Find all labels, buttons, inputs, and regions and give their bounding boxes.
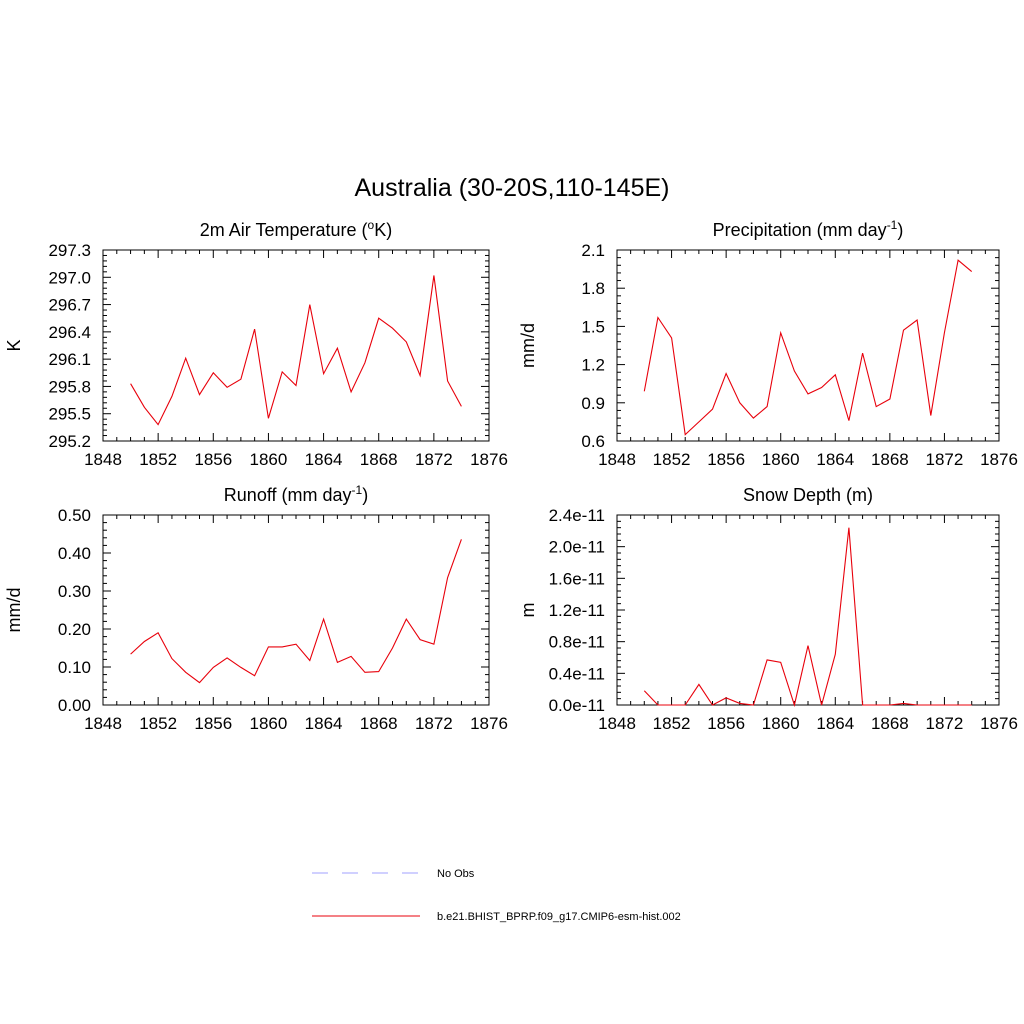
panel-title-suffix: ) [897, 220, 903, 240]
legend-item: No Obs [312, 868, 475, 880]
x-tick-label: 1852 [653, 450, 691, 469]
x-tick-label: 1848 [598, 450, 636, 469]
panel-title-text: 2m Air Temperature ( [200, 220, 368, 240]
series-line [130, 275, 462, 426]
panel-title-suffix: ) [362, 485, 368, 505]
y-tick-label: 1.6e-11 [549, 569, 605, 588]
chart-panel-snow-depth: Snow Depth (m) 1848 1852 1856 1860 1864 1868 18… [518, 485, 1018, 733]
x-tick-label: 1852 [139, 714, 177, 733]
y-axis-label: mm/d [518, 323, 538, 368]
panel-title-text: Precipitation (mm day [713, 220, 887, 240]
y-tick-label: 2.4e-11 [549, 506, 605, 525]
legend: No Obs b.e21.BHIST_BPRP.f09_g17.CMIP6-esm… [312, 868, 681, 923]
x-tick-label: 1876 [980, 450, 1018, 469]
x-tick-label: 1872 [415, 714, 453, 733]
panel-title-text: Snow Depth (m) [743, 485, 873, 505]
y-tick-label: 0.30 [58, 582, 91, 601]
chart-panel-precipitation: Precipitation (mm day-1) 1848 1852 1856 1860… [518, 218, 1018, 469]
y-tick-label: 297.3 [48, 241, 91, 260]
series-line [643, 527, 972, 708]
y-tick-label: 0.10 [58, 658, 91, 677]
series-line [643, 259, 973, 436]
x-tick-label: 1868 [871, 714, 909, 733]
x-tick-label: 1856 [707, 450, 745, 469]
x-tick-label: 1876 [470, 714, 508, 733]
x-tick-label: 1852 [139, 450, 177, 469]
legend-item: b.e21.BHIST_BPRP.f09_g17.CMIP6-esm-hist.… [312, 911, 681, 923]
x-tick-label: 1868 [871, 450, 909, 469]
y-tick-label: 0.6 [581, 432, 605, 451]
y-tick-label: 0.50 [58, 506, 91, 525]
x-tick-label: 1872 [415, 450, 453, 469]
x-tick-label: 1864 [305, 450, 343, 469]
y-tick-label: 296.4 [48, 323, 91, 342]
panel-title: 2m Air Temperature (oK) [200, 218, 392, 240]
panel-title-superscript: -1 [352, 483, 363, 497]
panel-title-superscript: -1 [887, 218, 898, 232]
x-tick-label: 1860 [762, 714, 800, 733]
y-tick-label: 0.8e-11 [549, 633, 605, 652]
panel-title: Precipitation (mm day-1) [713, 218, 904, 240]
y-tick-label: 2.1 [581, 241, 605, 260]
y-tick-label: 296.7 [48, 296, 91, 315]
legend-label: No Obs [437, 868, 475, 880]
y-tick-label: 1.8 [581, 279, 605, 298]
x-tick-label: 1868 [360, 714, 398, 733]
y-tick-label: 0.9 [581, 394, 605, 413]
x-tick-label: 1876 [470, 450, 508, 469]
x-tick-label: 1856 [194, 450, 232, 469]
y-tick-label: 1.2e-11 [549, 601, 605, 620]
x-tick-label: 1864 [816, 714, 854, 733]
x-tick-label: 1864 [305, 714, 343, 733]
x-tick-label: 1860 [250, 714, 288, 733]
y-tick-label: 0.0e-11 [549, 696, 605, 715]
x-tick-label: 1868 [360, 450, 398, 469]
y-tick-label: 0.20 [58, 620, 91, 639]
y-axis-label: m [518, 603, 538, 618]
y-tick-label: 295.5 [48, 405, 91, 424]
panel-title: Snow Depth (m) [743, 485, 873, 505]
y-tick-label: 1.2 [581, 356, 605, 375]
x-tick-label: 1864 [816, 450, 854, 469]
x-tick-label: 1872 [926, 450, 964, 469]
x-tick-label: 1856 [707, 714, 745, 733]
chart-panel-air-temperature: 2m Air Temperature (oK) 1848 1852 1856 1860 1… [4, 218, 508, 469]
y-tick-label: 1.5 [581, 317, 605, 336]
y-tick-label: 295.8 [48, 377, 91, 396]
y-tick-label: 2.0e-11 [549, 538, 605, 557]
panel-title-text: Runoff (mm day [224, 485, 352, 505]
x-tick-label: 1848 [84, 450, 122, 469]
y-tick-label: 0.40 [58, 544, 91, 563]
x-tick-label: 1848 [84, 714, 122, 733]
y-tick-label: 295.2 [48, 432, 91, 451]
y-tick-label: 0.00 [58, 696, 91, 715]
figure-title: Australia (30-20S,110-145E) [355, 174, 670, 202]
x-tick-label: 1860 [762, 450, 800, 469]
legend-label: b.e21.BHIST_BPRP.f09_g17.CMIP6-esm-hist.… [437, 911, 681, 923]
y-tick-label: 296.1 [48, 350, 91, 369]
x-tick-label: 1872 [926, 714, 964, 733]
x-tick-label: 1860 [250, 450, 288, 469]
y-tick-label: 297.0 [48, 268, 91, 287]
series-line [130, 539, 462, 684]
y-tick-label: 0.4e-11 [549, 664, 605, 683]
x-tick-label: 1848 [598, 714, 636, 733]
x-tick-label: 1876 [980, 714, 1018, 733]
x-tick-label: 1856 [194, 714, 232, 733]
y-axis-label: mm/d [4, 588, 24, 633]
chart-panels: 2m Air Temperature (oK)1848 1852 1856 1860 1… [4, 218, 1018, 733]
panel-title-suffix: K) [374, 220, 392, 240]
chart-panel-runoff: Runoff (mm day-1) 1848 1852 1856 1860 1864 186… [4, 483, 508, 733]
x-tick-label: 1852 [653, 714, 691, 733]
panel-title: Runoff (mm day-1) [224, 483, 368, 505]
y-axis-label: K [4, 339, 24, 351]
panel-title-superscript: o [368, 218, 375, 232]
